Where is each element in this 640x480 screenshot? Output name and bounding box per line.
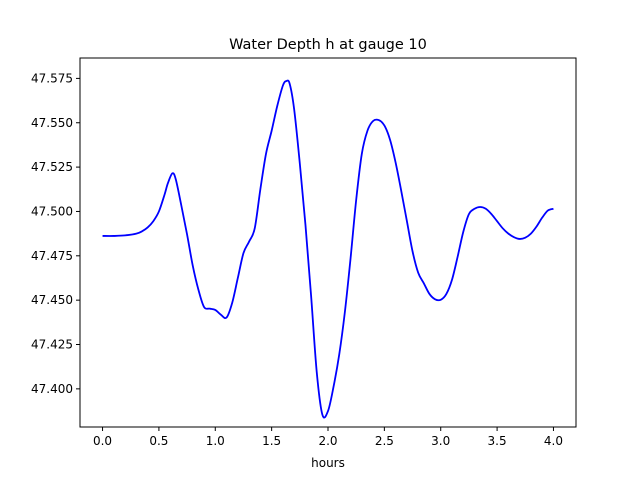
x-tick-label: 1.5 — [262, 434, 281, 448]
x-tick-label: 3.0 — [431, 434, 450, 448]
x-tick-label: 2.0 — [318, 434, 337, 448]
x-tick-label: 0.0 — [93, 434, 112, 448]
y-axis: 47.400 47.425 47.450 47.475 47.500 47.525 47.5… — [31, 71, 80, 396]
x-axis-label: hours — [311, 456, 345, 470]
chart-title: Water Depth h at gauge 10 — [229, 37, 427, 53]
y-tick-label: 47.475 — [31, 249, 73, 263]
y-tick-label: 47.550 — [31, 116, 73, 130]
x-tick-label: 2.5 — [375, 434, 394, 448]
y-tick-label: 47.425 — [31, 338, 73, 352]
y-tick-label: 47.575 — [31, 71, 73, 85]
x-tick-label: 0.5 — [149, 434, 168, 448]
x-tick-label: 4.0 — [544, 434, 563, 448]
plot-area-frame — [79, 57, 577, 428]
y-tick-label: 47.500 — [31, 204, 73, 218]
x-tick-label: 1.0 — [206, 434, 225, 448]
series-line — [102, 79, 554, 419]
y-tick-label: 47.400 — [31, 382, 73, 396]
y-tick-label: 47.450 — [31, 293, 73, 307]
x-tick-label: 3.5 — [488, 434, 507, 448]
x-axis: 0.0 0.5 1.0 1.5 2.0 2.5 3.0 3.5 4.0 — [93, 427, 563, 448]
y-tick-label: 47.525 — [31, 160, 73, 174]
